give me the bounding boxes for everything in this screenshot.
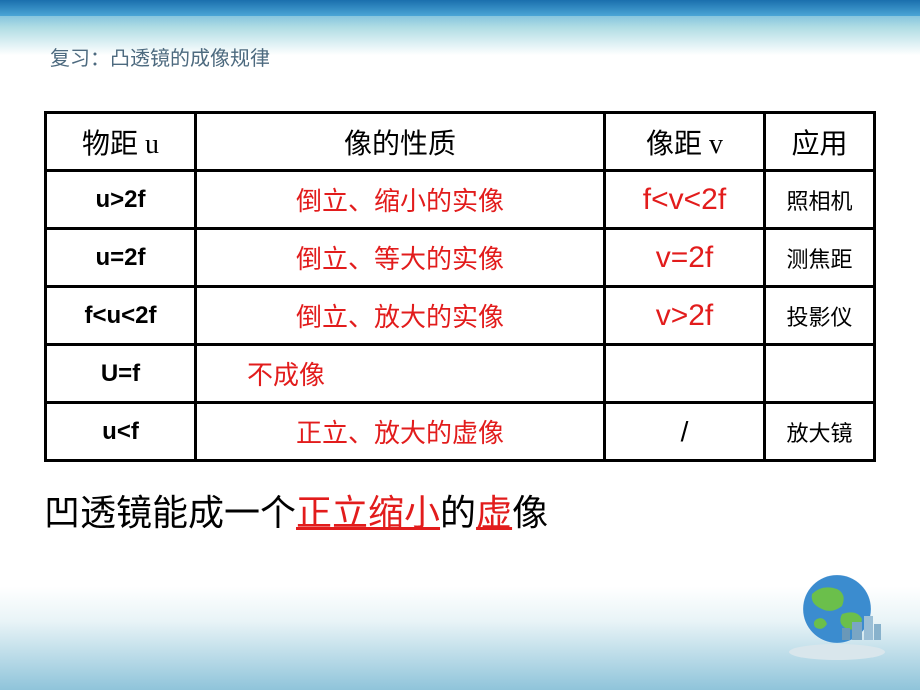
cell-u: f<u<2f <box>46 287 196 345</box>
header-image-nature: 像的性质 <box>196 113 605 171</box>
table-row: u>2f 倒立、缩小的实像 f<v<2f 照相机 <box>46 171 875 229</box>
summary-part1: 凹透镜能成一个 <box>44 493 296 533</box>
header-image-distance: 像距 v <box>605 113 765 171</box>
table-row: f<u<2f 倒立、放大的实像 v>2f 投影仪 <box>46 287 875 345</box>
cell-u: u>2f <box>46 171 196 229</box>
cell-u: u<f <box>46 403 196 461</box>
concave-lens-summary: 凹透镜能成一个正立缩小的虚像 <box>44 484 920 536</box>
summary-part3: 的 <box>440 493 476 533</box>
cell-v: f<v<2f <box>605 171 765 229</box>
cell-u: u=2f <box>46 229 196 287</box>
cell-v <box>605 345 765 403</box>
cell-nature: 不成像 <box>196 345 605 403</box>
header-object-distance: 物距 u <box>46 113 196 171</box>
cell-v: v>2f <box>605 287 765 345</box>
summary-part5: 像 <box>512 493 548 533</box>
cell-app: 测焦距 <box>765 229 875 287</box>
cell-app: 照相机 <box>765 171 875 229</box>
cell-v: v=2f <box>605 229 765 287</box>
summary-highlight-1: 正立缩小 <box>296 493 440 533</box>
summary-highlight-2: 虚 <box>476 493 512 533</box>
review-subtitle: 复习：凸透镜的成像规律 <box>0 16 920 71</box>
cell-u: U=f <box>46 345 196 403</box>
table-row: u<f 正立、放大的虚像 / 放大镜 <box>46 403 875 461</box>
cell-nature: 正立、放大的虚像 <box>196 403 605 461</box>
cell-app: 放大镜 <box>765 403 875 461</box>
globe-decoration-icon <box>782 564 892 664</box>
header-application: 应用 <box>765 113 875 171</box>
cell-app <box>765 345 875 403</box>
cell-v: / <box>605 403 765 461</box>
table-row: U=f 不成像 <box>46 345 875 403</box>
cell-app: 投影仪 <box>765 287 875 345</box>
table-row: u=2f 倒立、等大的实像 v=2f 测焦距 <box>46 229 875 287</box>
cell-nature: 倒立、放大的实像 <box>196 287 605 345</box>
cell-nature: 倒立、缩小的实像 <box>196 171 605 229</box>
table-header-row: 物距 u 像的性质 像距 v 应用 <box>46 113 875 171</box>
lens-imaging-table: 物距 u 像的性质 像距 v 应用 u>2f 倒立、缩小的实像 f<v<2f 照… <box>44 111 876 462</box>
cell-nature: 倒立、等大的实像 <box>196 229 605 287</box>
